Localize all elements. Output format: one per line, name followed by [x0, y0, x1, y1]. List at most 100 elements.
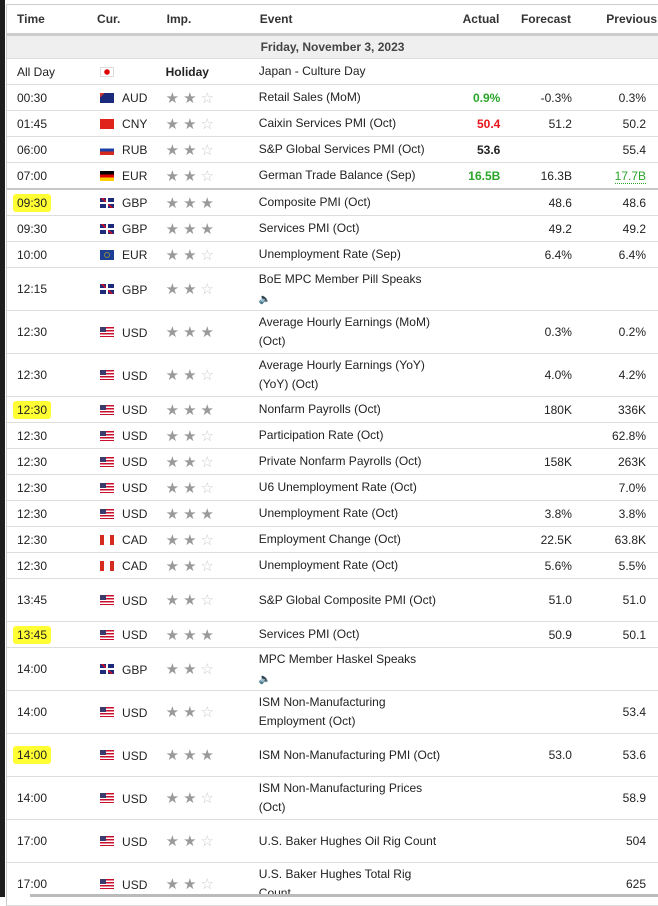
importance-cell: ★ ★ ★ — [165, 310, 259, 354]
event-cell[interactable]: Average Hourly Earnings (MoM) (Oct) — [258, 310, 446, 354]
event-name[interactable]: S&P Global Services PMI (Oct) — [258, 142, 425, 156]
event-cell[interactable]: Japan - Culture Day — [258, 58, 446, 85]
event-time: 12:30 — [17, 558, 48, 573]
event-row[interactable]: 17:00 USD ★ ★ ☆ U.S. Baker Hughes Total Ri… — [7, 862, 658, 906]
event-cell[interactable]: Average Hourly Earnings (YoY) (YoY) (Oct… — [258, 353, 446, 397]
forecast-cell — [500, 136, 572, 163]
event-name[interactable]: Unemployment Rate (Oct) — [258, 506, 399, 520]
event-row[interactable]: 12:30 USD ★ ★ ☆ Private Nonfarm Payrolls (… — [7, 448, 658, 475]
event-cell[interactable]: Services PMI (Oct) — [258, 621, 446, 648]
event-name[interactable]: U.S. Baker Hughes Oil Rig Count — [258, 833, 437, 848]
event-row[interactable]: All Day Holiday Japan - Culture Day — [7, 58, 658, 85]
event-name[interactable]: MPC Member Haskel Speaks — [258, 651, 417, 666]
importance-cell: ★ ★ ☆ — [165, 353, 259, 397]
star-empty-icon: ☆ — [200, 141, 214, 159]
event-cell[interactable]: Retail Sales (MoM) — [258, 84, 446, 111]
event-row[interactable]: 14:00 USD ★ ★ ★ ISM Non-Manufacturing PMI … — [7, 733, 658, 777]
event-row[interactable]: 06:00 RUB ★ ★ ☆ S&P Global Services PMI (O… — [7, 136, 658, 163]
event-name[interactable]: Average Hourly Earnings (MoM) (Oct) — [258, 315, 430, 348]
event-name[interactable]: Retail Sales (MoM) — [258, 90, 361, 104]
event-cell[interactable]: Unemployment Rate (Sep) — [258, 241, 446, 268]
event-name[interactable]: Caixin Services PMI (Oct) — [258, 116, 397, 130]
event-cell[interactable]: Employment Change (Oct) — [258, 526, 446, 553]
event-row[interactable]: 14:00 GBP ★ ★ ☆ MPC Member Haskel Speaks 🔈 — [7, 647, 658, 691]
star-filled-icon: ★ — [183, 246, 197, 264]
star-filled-icon: ★ — [183, 115, 197, 133]
event-cell[interactable]: S&P Global Services PMI (Oct) — [258, 136, 446, 163]
event-cell[interactable]: Participation Rate (Oct) — [258, 422, 446, 449]
event-row[interactable]: 14:00 USD ★ ★ ☆ ISM Non-Manufacturing Pric… — [7, 776, 658, 820]
event-cell[interactable]: S&P Global Composite PMI (Oct) — [258, 578, 446, 622]
event-row[interactable]: 01:45 CNY ★ ★ ☆ Caixin Services PMI (Oct) … — [7, 110, 658, 137]
event-cell[interactable]: Nonfarm Payrolls (Oct) — [258, 396, 446, 423]
star-filled-icon: ★ — [165, 505, 180, 523]
event-cell[interactable]: ISM Non-Manufacturing Employment (Oct) — [258, 690, 446, 734]
event-cell[interactable]: Unemployment Rate (Oct) — [258, 500, 446, 527]
event-row[interactable]: 12:30 USD ★ ★ ★ Nonfarm Payrolls (Oct) 180… — [7, 396, 658, 423]
event-cell[interactable]: BoE MPC Member Pill Speaks 🔈 — [258, 267, 446, 311]
star-filled-icon: ★ — [165, 626, 180, 644]
event-name[interactable]: Nonfarm Payrolls (Oct) — [258, 402, 381, 416]
event-cell[interactable]: ISM Non-Manufacturing PMI (Oct) — [258, 733, 446, 777]
event-name[interactable]: Unemployment Rate (Oct) — [258, 558, 399, 572]
horizontal-scrollbar[interactable] — [30, 894, 658, 897]
event-name[interactable]: S&P Global Composite PMI (Oct) — [258, 592, 436, 607]
currency-cell: GBP — [96, 267, 166, 311]
event-row[interactable]: 14:00 USD ★ ★ ☆ ISM Non-Manufacturing Empl… — [7, 690, 658, 734]
event-row[interactable]: 13:45 USD ★ ★ ★ Services PMI (Oct) 50.9 50… — [7, 621, 658, 648]
event-cell[interactable]: Composite PMI (Oct) — [258, 189, 446, 216]
event-row[interactable]: 07:00 EUR ★ ★ ☆ German Trade Balance (Sep)… — [7, 162, 658, 190]
event-cell[interactable]: Unemployment Rate (Oct) — [258, 552, 446, 579]
event-name[interactable]: Unemployment Rate (Sep) — [258, 247, 401, 261]
event-cell[interactable]: MPC Member Haskel Speaks 🔈 — [258, 647, 446, 691]
forecast-cell — [500, 58, 572, 85]
event-name[interactable]: Private Nonfarm Payrolls (Oct) — [258, 454, 422, 468]
event-row[interactable]: 09:30 GBP ★ ★ ★ Composite PMI (Oct) 48.6 4… — [7, 189, 658, 216]
event-name[interactable]: Average Hourly Earnings (YoY) (YoY) (Oct… — [258, 358, 425, 391]
event-name[interactable]: ISM Non-Manufacturing PMI (Oct) — [258, 747, 441, 762]
event-row[interactable]: 09:30 GBP ★ ★ ★ Services PMI (Oct) 49.2 49… — [7, 215, 658, 242]
event-name[interactable]: Japan - Culture Day — [258, 64, 366, 78]
event-cell[interactable]: U6 Unemployment Rate (Oct) — [258, 474, 446, 501]
event-row[interactable]: 12:30 CAD ★ ★ ☆ Unemployment Rate (Oct) 5.… — [7, 552, 658, 579]
star-filled-icon: ★ — [183, 876, 197, 893]
forecast-value: 158K — [543, 454, 572, 469]
event-row[interactable]: 12:30 USD ★ ★ ☆ U6 Unemployment Rate (Oct)… — [7, 474, 658, 501]
star-filled-icon: ★ — [183, 167, 197, 185]
star-filled-icon: ★ — [165, 747, 180, 764]
event-cell[interactable]: Caixin Services PMI (Oct) — [258, 110, 446, 137]
event-row[interactable]: 10:00 EUR ★ ★ ☆ Unemployment Rate (Sep) 6.… — [7, 241, 658, 268]
forecast-value: 53.0 — [548, 748, 572, 762]
event-row[interactable]: 13:45 USD ★ ★ ☆ S&P Global Composite PMI (… — [7, 578, 658, 622]
event-name[interactable]: ISM Non-Manufacturing Prices (Oct) — [258, 781, 423, 814]
event-time: 14:00 — [17, 662, 48, 676]
previous-value: 263K — [617, 454, 646, 469]
previous-value: 625 — [625, 877, 646, 891]
event-row[interactable]: 17:00 USD ★ ★ ☆ U.S. Baker Hughes Oil Rig … — [7, 819, 658, 863]
event-cell[interactable]: Private Nonfarm Payrolls (Oct) — [258, 448, 446, 475]
event-cell[interactable]: Services PMI (Oct) — [258, 215, 446, 242]
event-name[interactable]: Participation Rate (Oct) — [258, 428, 384, 442]
event-cell[interactable]: ISM Non-Manufacturing Prices (Oct) — [258, 776, 446, 820]
event-name[interactable]: U6 Unemployment Rate (Oct) — [258, 480, 417, 494]
event-name[interactable]: Services PMI (Oct) — [258, 627, 360, 641]
event-name[interactable]: Services PMI (Oct) — [258, 221, 360, 235]
event-name[interactable]: BoE MPC Member Pill Speaks — [258, 271, 422, 286]
event-row[interactable]: 12:30 USD ★ ★ ☆ Average Hourly Earnings (Y… — [7, 353, 658, 397]
event-row[interactable]: 12:30 USD ★ ★ ☆ Participation Rate (Oct) 6… — [7, 422, 658, 449]
event-name[interactable]: German Trade Balance (Sep) — [258, 168, 416, 182]
event-row[interactable]: 12:30 USD ★ ★ ★ Unemployment Rate (Oct) 3.… — [7, 500, 658, 527]
event-cell[interactable]: German Trade Balance (Sep) — [258, 162, 446, 190]
event-cell[interactable]: U.S. Baker Hughes Oil Rig Count — [258, 819, 446, 863]
event-row[interactable]: 12:30 CAD ★ ★ ☆ Employment Change (Oct) 22… — [7, 526, 658, 553]
event-name[interactable]: Employment Change (Oct) — [258, 532, 401, 546]
event-name[interactable]: ISM Non-Manufacturing Employment (Oct) — [258, 695, 386, 728]
actual-cell — [445, 241, 501, 268]
event-cell[interactable]: U.S. Baker Hughes Total Rig Count — [258, 862, 446, 906]
forecast-cell: 48.6 — [500, 189, 572, 216]
event-row[interactable]: 12:15 GBP ★ ★ ☆ BoE MPC Member Pill Speaks… — [7, 267, 658, 311]
event-row[interactable]: 12:30 USD ★ ★ ★ Average Hourly Earnings (M… — [7, 310, 658, 354]
event-name[interactable]: Composite PMI (Oct) — [258, 195, 371, 209]
event-row[interactable]: 00:30 AUD ★ ★ ☆ Retail Sales (MoM) 0.9% -0… — [7, 84, 658, 111]
forecast-value: 48.6 — [548, 195, 572, 210]
